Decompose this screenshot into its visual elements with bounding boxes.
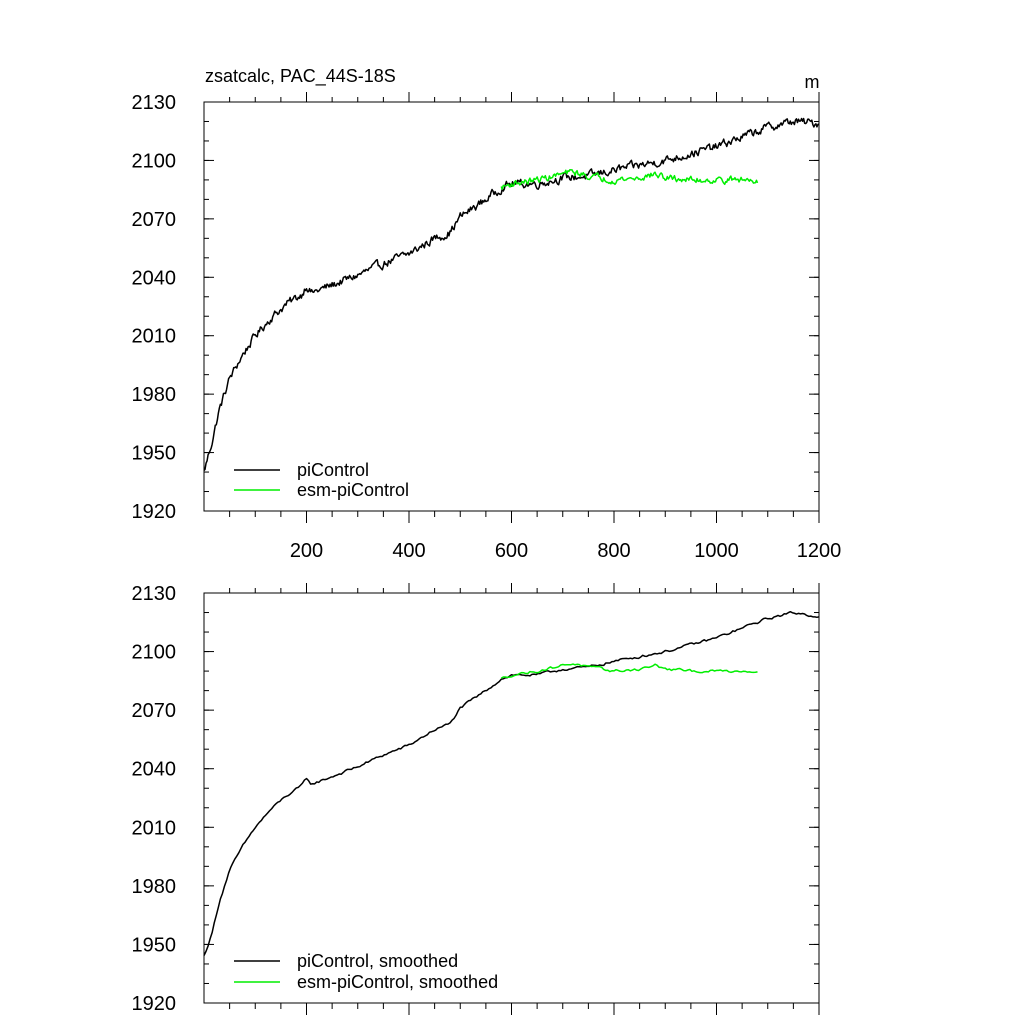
x-tick-label: 1200 bbox=[797, 540, 842, 562]
legend-label-esm-picontrol-smoothed: esm-piControl, smoothed bbox=[297, 972, 498, 992]
legend: piControl, smoothed esm-piControl, smoot… bbox=[234, 951, 498, 992]
x-tick-label: 400 bbox=[392, 540, 425, 562]
y-tick-label: 2070 bbox=[132, 700, 177, 722]
legend-label-esm-picontrol: esm-piControl bbox=[297, 480, 409, 500]
axes-ticks: 1920 1950 1980 2010 2040 2070 2100 2130 200 400 60… bbox=[132, 92, 842, 562]
legend-label-picontrol: piControl bbox=[297, 460, 369, 480]
y-tick-label: 1920 bbox=[132, 993, 177, 1015]
y-tick-label: 2070 bbox=[132, 209, 177, 231]
series-line-esm-picontrol-smoothed bbox=[500, 663, 758, 679]
plot-lines bbox=[203, 117, 820, 472]
x-tick-label: 800 bbox=[597, 540, 630, 562]
legend-label-picontrol-smoothed: piControl, smoothed bbox=[297, 951, 458, 971]
top-panel: zsatcalc, PAC_44S-18S m 1920 1950 1980 2010… bbox=[132, 66, 842, 562]
legend: piControl esm-piControl bbox=[234, 460, 409, 500]
y-tick-label: 2130 bbox=[132, 583, 177, 605]
y-tick-label: 2100 bbox=[132, 150, 177, 172]
y-tick-label: 1980 bbox=[132, 876, 177, 898]
series-line-picontrol-smoothed bbox=[203, 610, 820, 956]
y-tick-label: 2010 bbox=[132, 326, 177, 348]
y-tick-label: 1950 bbox=[132, 934, 177, 956]
y-tick-label: 2010 bbox=[132, 817, 177, 839]
y-tick-label: 1980 bbox=[132, 384, 177, 406]
axes-ticks: 1920 1950 1980 2010 2040 2070 2100 2130 bbox=[132, 583, 820, 1015]
plot-frame bbox=[203, 101, 820, 512]
y-tick-label: 2130 bbox=[132, 92, 177, 114]
bottom-panel: 1920 1950 1980 2010 2040 2070 2100 2130 piContr… bbox=[132, 583, 820, 1015]
y-tick-label: 2040 bbox=[132, 759, 177, 781]
plot-frame bbox=[203, 592, 820, 1004]
x-tick-label: 600 bbox=[495, 540, 528, 562]
x-tick-label: 200 bbox=[290, 540, 323, 562]
series-line-esm-picontrol bbox=[500, 168, 759, 190]
y-tick-label: 2040 bbox=[132, 267, 177, 289]
y-tick-label: 1920 bbox=[132, 501, 177, 523]
plot-lines bbox=[203, 610, 820, 956]
y-tick-label: 1950 bbox=[132, 443, 177, 465]
x-tick-label: 1000 bbox=[694, 540, 739, 562]
units-label: m bbox=[805, 72, 820, 92]
y-tick-label: 2100 bbox=[132, 642, 177, 664]
chart-title: zsatcalc, PAC_44S-18S bbox=[205, 66, 396, 87]
series-line-picontrol bbox=[203, 117, 820, 472]
